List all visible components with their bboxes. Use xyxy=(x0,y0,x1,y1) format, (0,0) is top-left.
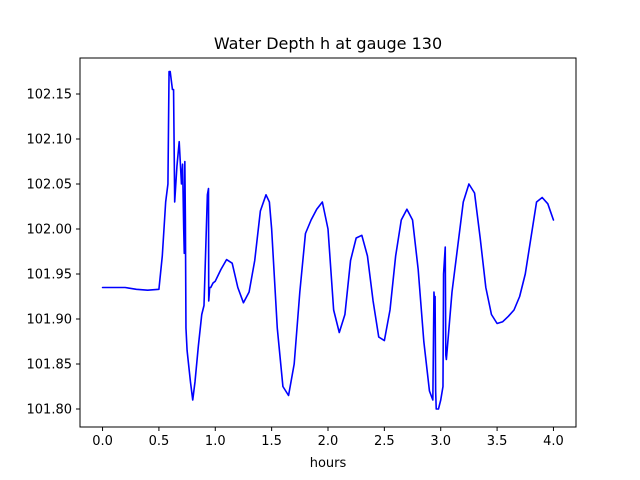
x-tick-label: 3.5 xyxy=(487,434,508,449)
y-tick-label: 101.90 xyxy=(27,313,73,328)
y-tick-label: 101.95 xyxy=(27,268,73,283)
y-tick-label: 102.00 xyxy=(27,223,73,238)
x-tick-label: 1.5 xyxy=(261,434,282,449)
x-tick-label: 0.5 xyxy=(149,434,170,449)
y-axis-ticks: 101.80 101.85 101.90 101.95 102.00 102.05 102.… xyxy=(27,88,80,418)
x-axis-ticks: 0.0 0.5 1.0 1.5 2.0 2.5 3.0 3.5 4.0 xyxy=(92,427,564,449)
y-tick-label: 101.80 xyxy=(27,403,73,418)
x-tick-label: 2.5 xyxy=(374,434,395,449)
series-lines xyxy=(101,70,555,410)
plot-frame xyxy=(79,57,577,428)
x-tick-label: 3.0 xyxy=(430,434,451,449)
plot-area xyxy=(80,58,576,427)
x-axis-label: hours xyxy=(310,456,347,471)
chart-title: Water Depth h at gauge 130 xyxy=(214,34,442,53)
x-tick-label: 0.0 xyxy=(92,434,113,449)
y-tick-label: 102.15 xyxy=(27,88,73,103)
x-tick-label: 4.0 xyxy=(543,434,564,449)
x-tick-label: 2.0 xyxy=(318,434,339,449)
y-tick-label: 102.05 xyxy=(27,178,73,193)
y-tick-label: 101.85 xyxy=(27,358,73,373)
series-line-0 xyxy=(101,70,555,410)
plot-background xyxy=(80,58,576,427)
x-tick-label: 1.0 xyxy=(205,434,226,449)
y-tick-label: 102.10 xyxy=(27,133,73,148)
